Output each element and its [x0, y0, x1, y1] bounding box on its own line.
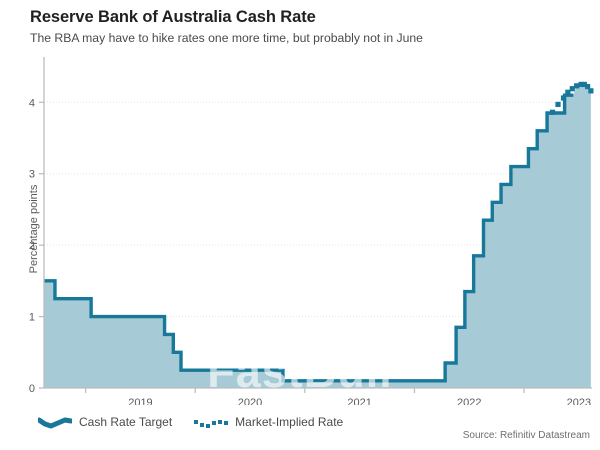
chart-subtitle: The RBA may have to hike rates one more …	[30, 30, 423, 45]
dotted-line-swatch-icon	[194, 420, 229, 428]
y-axis-label: Percentage points	[28, 184, 40, 274]
data-point	[549, 109, 556, 115]
x-axis-ticks: 2019 2020 2021 2022 2023	[84, 388, 591, 405]
chart-legend: Cash Rate Target Market-Implied Rate	[38, 415, 343, 429]
y-tick-label: 4	[29, 97, 35, 109]
chart-header: Reserve Bank of Australia Cash Rate The …	[30, 8, 590, 46]
series-lines	[44, 81, 594, 383]
x-tick-label: 2023	[567, 397, 591, 405]
cash-rate-area-fill	[44, 84, 591, 388]
x-tick-label: 2019	[128, 397, 152, 405]
data-point	[588, 88, 594, 94]
data-point	[565, 89, 571, 95]
solid-line-swatch-icon	[38, 417, 72, 429]
data-point	[578, 81, 584, 88]
data-point	[574, 83, 580, 89]
legend-label: Market-Implied Rate	[235, 415, 344, 429]
data-point	[585, 83, 591, 90]
data-point	[555, 101, 561, 108]
x-tick-label: 2020	[238, 397, 262, 405]
y-tick-label: 3	[29, 169, 35, 181]
area-fill	[44, 84, 591, 388]
legend-label: Cash Rate Target	[79, 415, 173, 429]
y-axis-ticks: 0 1 2 3 4	[29, 97, 44, 395]
chart-svg: 0 1 2 3 4 2019 2020 2021 2022 2023	[29, 57, 594, 405]
legend-item-market-implied-rate[interactable]: Market-Implied Rate	[194, 415, 343, 429]
x-tick-label: 2022	[457, 397, 481, 405]
plot-area: 0 1 2 3 4 2019 2020 2021 2022 2023 Percentage po…	[0, 55, 600, 405]
x-tick-label: 2021	[347, 397, 371, 405]
y-tick-label: 2	[29, 240, 35, 252]
series-line-cash-rate-target	[44, 93, 574, 383]
source-note: Source: Refinitiv Datastream	[462, 430, 590, 441]
data-point	[560, 95, 567, 101]
data-point	[569, 86, 575, 92]
series-line-market-implied-rate	[549, 81, 594, 115]
y-tick-label: 1	[29, 312, 35, 324]
legend-item-cash-rate-target[interactable]: Cash Rate Target	[38, 415, 172, 429]
axis-lines	[43, 57, 592, 389]
y-tick-label: 0	[29, 383, 35, 395]
data-point	[581, 81, 587, 88]
page-title: Reserve Bank of Australia Cash Rate	[30, 8, 316, 26]
